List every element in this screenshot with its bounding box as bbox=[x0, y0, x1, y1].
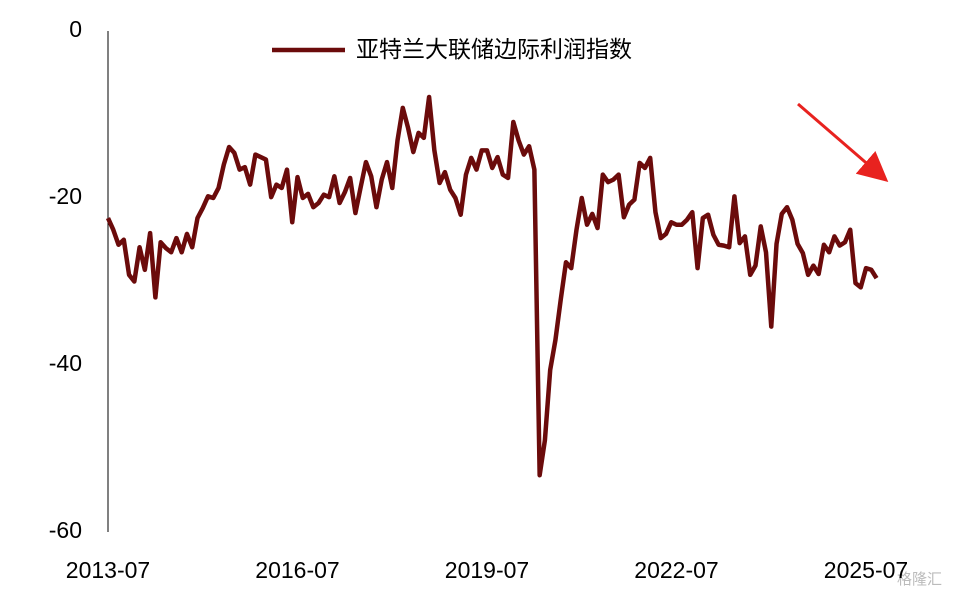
x-tick-label: 2019-07 bbox=[445, 557, 529, 583]
trend-arrow bbox=[797, 102, 889, 182]
series-line bbox=[105, 94, 879, 478]
x-tick-label: 2016-07 bbox=[255, 557, 339, 583]
y-tick-label: 0 bbox=[69, 16, 82, 42]
y-tick-label: -40 bbox=[49, 350, 82, 376]
y-tick-label: -20 bbox=[49, 183, 82, 209]
x-tick-label: 2022-07 bbox=[634, 557, 718, 583]
watermark: 格隆汇 bbox=[897, 571, 942, 588]
x-tick-label: 2025-07 bbox=[824, 557, 908, 583]
x-tick-label: 2013-07 bbox=[66, 557, 150, 583]
y-tick-label: -60 bbox=[49, 517, 82, 543]
legend-label: 亚特兰大联储边际利润指数 bbox=[356, 36, 632, 62]
